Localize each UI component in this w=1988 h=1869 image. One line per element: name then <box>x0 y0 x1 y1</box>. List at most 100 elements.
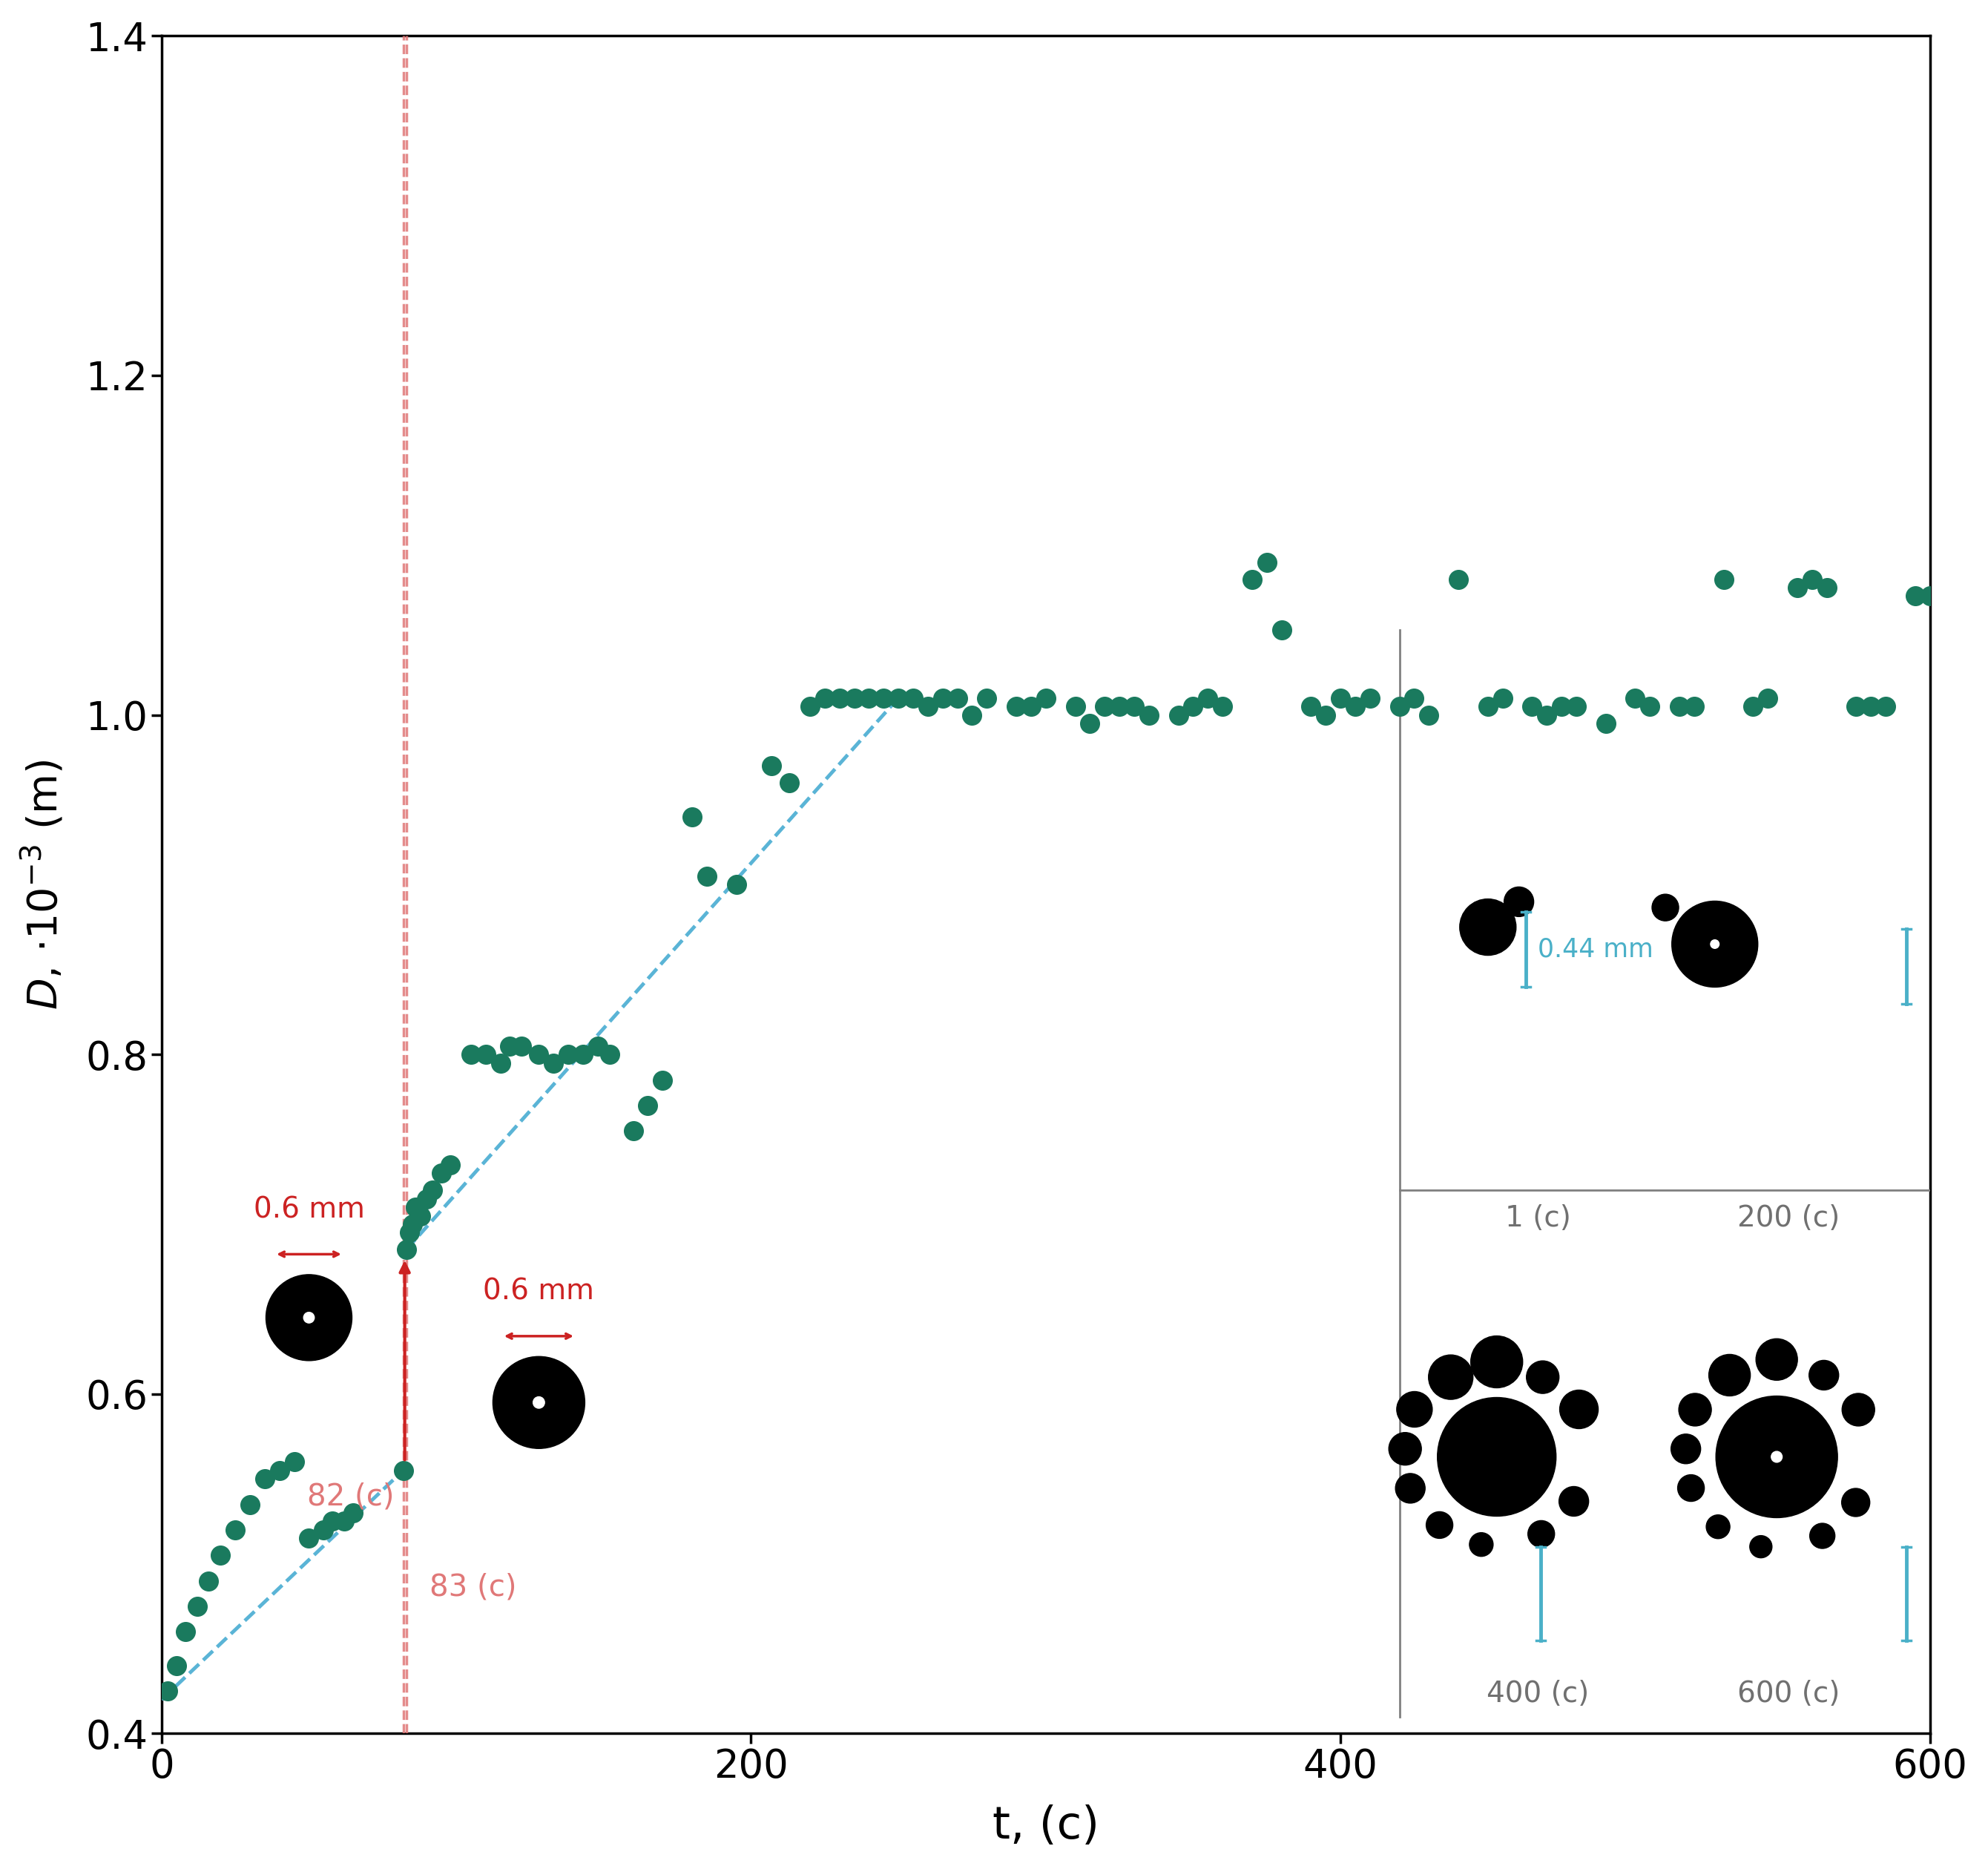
Ellipse shape <box>1469 1533 1493 1557</box>
Ellipse shape <box>1809 1361 1839 1391</box>
Text: 200 (c): 200 (c) <box>1738 1204 1839 1232</box>
Text: 0.44 mm: 0.44 mm <box>1539 936 1654 963</box>
Point <box>912 692 944 721</box>
Point <box>205 1540 237 1570</box>
Point <box>970 682 1002 712</box>
Y-axis label: $D$, $\cdot 10^{-3}$ (m): $D$, $\cdot 10^{-3}$ (m) <box>20 759 68 1009</box>
Ellipse shape <box>1459 899 1517 955</box>
Point <box>1561 692 1592 721</box>
Point <box>235 1490 266 1519</box>
Text: 0.6 mm: 0.6 mm <box>483 1277 594 1306</box>
Point <box>926 682 958 712</box>
Point <box>582 1032 614 1062</box>
Point <box>169 1617 201 1647</box>
Text: 82 (c): 82 (c) <box>308 1482 394 1512</box>
Ellipse shape <box>493 1357 584 1448</box>
Ellipse shape <box>533 1396 545 1407</box>
Point <box>264 1456 296 1486</box>
Ellipse shape <box>1706 1516 1730 1538</box>
Point <box>505 1032 537 1062</box>
Ellipse shape <box>1559 1486 1588 1516</box>
Point <box>1354 682 1386 712</box>
Point <box>1000 692 1032 721</box>
Point <box>455 1039 487 1069</box>
Ellipse shape <box>1425 1512 1453 1538</box>
Point <box>1871 692 1903 721</box>
Point <box>720 869 751 899</box>
Point <box>1207 692 1239 721</box>
Point <box>1237 564 1268 594</box>
Point <box>316 1506 348 1536</box>
Ellipse shape <box>1672 901 1757 987</box>
Point <box>1899 581 1930 611</box>
X-axis label: t, (c): t, (c) <box>992 1805 1099 1848</box>
Point <box>1590 708 1622 738</box>
Point <box>1398 682 1429 712</box>
Point <box>632 1090 664 1120</box>
Ellipse shape <box>1678 1475 1704 1501</box>
Ellipse shape <box>1652 893 1678 921</box>
Point <box>1664 692 1696 721</box>
Point <box>493 1032 525 1062</box>
Ellipse shape <box>1843 1394 1875 1426</box>
Point <box>956 701 988 731</box>
Point <box>417 1176 449 1206</box>
Point <box>567 1039 598 1069</box>
Ellipse shape <box>1561 1391 1598 1428</box>
Ellipse shape <box>266 1275 352 1361</box>
Point <box>308 1516 340 1546</box>
Ellipse shape <box>1527 1361 1559 1394</box>
Point <box>292 1523 324 1553</box>
Ellipse shape <box>1471 1336 1523 1389</box>
Point <box>942 682 974 712</box>
Ellipse shape <box>1505 888 1533 916</box>
Point <box>1751 682 1783 712</box>
Point <box>1781 572 1813 602</box>
Point <box>1163 701 1195 731</box>
Ellipse shape <box>1716 1396 1837 1518</box>
Point <box>646 1065 678 1095</box>
Point <box>676 802 708 832</box>
Point <box>853 682 885 712</box>
Point <box>537 1049 569 1078</box>
Text: 400 (c): 400 (c) <box>1487 1680 1588 1708</box>
Point <box>1030 682 1062 712</box>
Point <box>1133 701 1165 731</box>
Point <box>1384 692 1415 721</box>
Point <box>839 682 871 712</box>
Point <box>1811 572 1843 602</box>
Point <box>809 682 841 712</box>
Point <box>1620 682 1652 712</box>
Point <box>1016 692 1048 721</box>
Ellipse shape <box>1710 1355 1749 1396</box>
Ellipse shape <box>1771 1452 1781 1462</box>
Point <box>1855 692 1887 721</box>
Point <box>553 1039 584 1069</box>
Ellipse shape <box>1529 1521 1555 1548</box>
Point <box>1193 682 1225 712</box>
Point <box>390 1235 421 1265</box>
Point <box>151 1676 183 1706</box>
Ellipse shape <box>1429 1355 1473 1400</box>
Ellipse shape <box>1437 1398 1557 1516</box>
Point <box>1797 564 1829 594</box>
Ellipse shape <box>1396 1473 1425 1503</box>
Point <box>469 1039 501 1069</box>
Point <box>249 1463 280 1493</box>
Point <box>435 1149 467 1179</box>
Text: 600 (c): 600 (c) <box>1738 1680 1839 1708</box>
Point <box>1119 692 1151 721</box>
Point <box>161 1650 193 1680</box>
Point <box>1517 692 1549 721</box>
Ellipse shape <box>1398 1392 1431 1428</box>
Point <box>219 1516 250 1546</box>
Point <box>1531 701 1563 731</box>
Point <box>897 682 928 712</box>
Point <box>1089 692 1121 721</box>
Point <box>1074 708 1105 738</box>
Point <box>823 682 855 712</box>
Point <box>755 751 787 781</box>
Point <box>616 1116 648 1146</box>
Text: 0.6 mm: 0.6 mm <box>252 1196 364 1224</box>
Point <box>1678 692 1710 721</box>
